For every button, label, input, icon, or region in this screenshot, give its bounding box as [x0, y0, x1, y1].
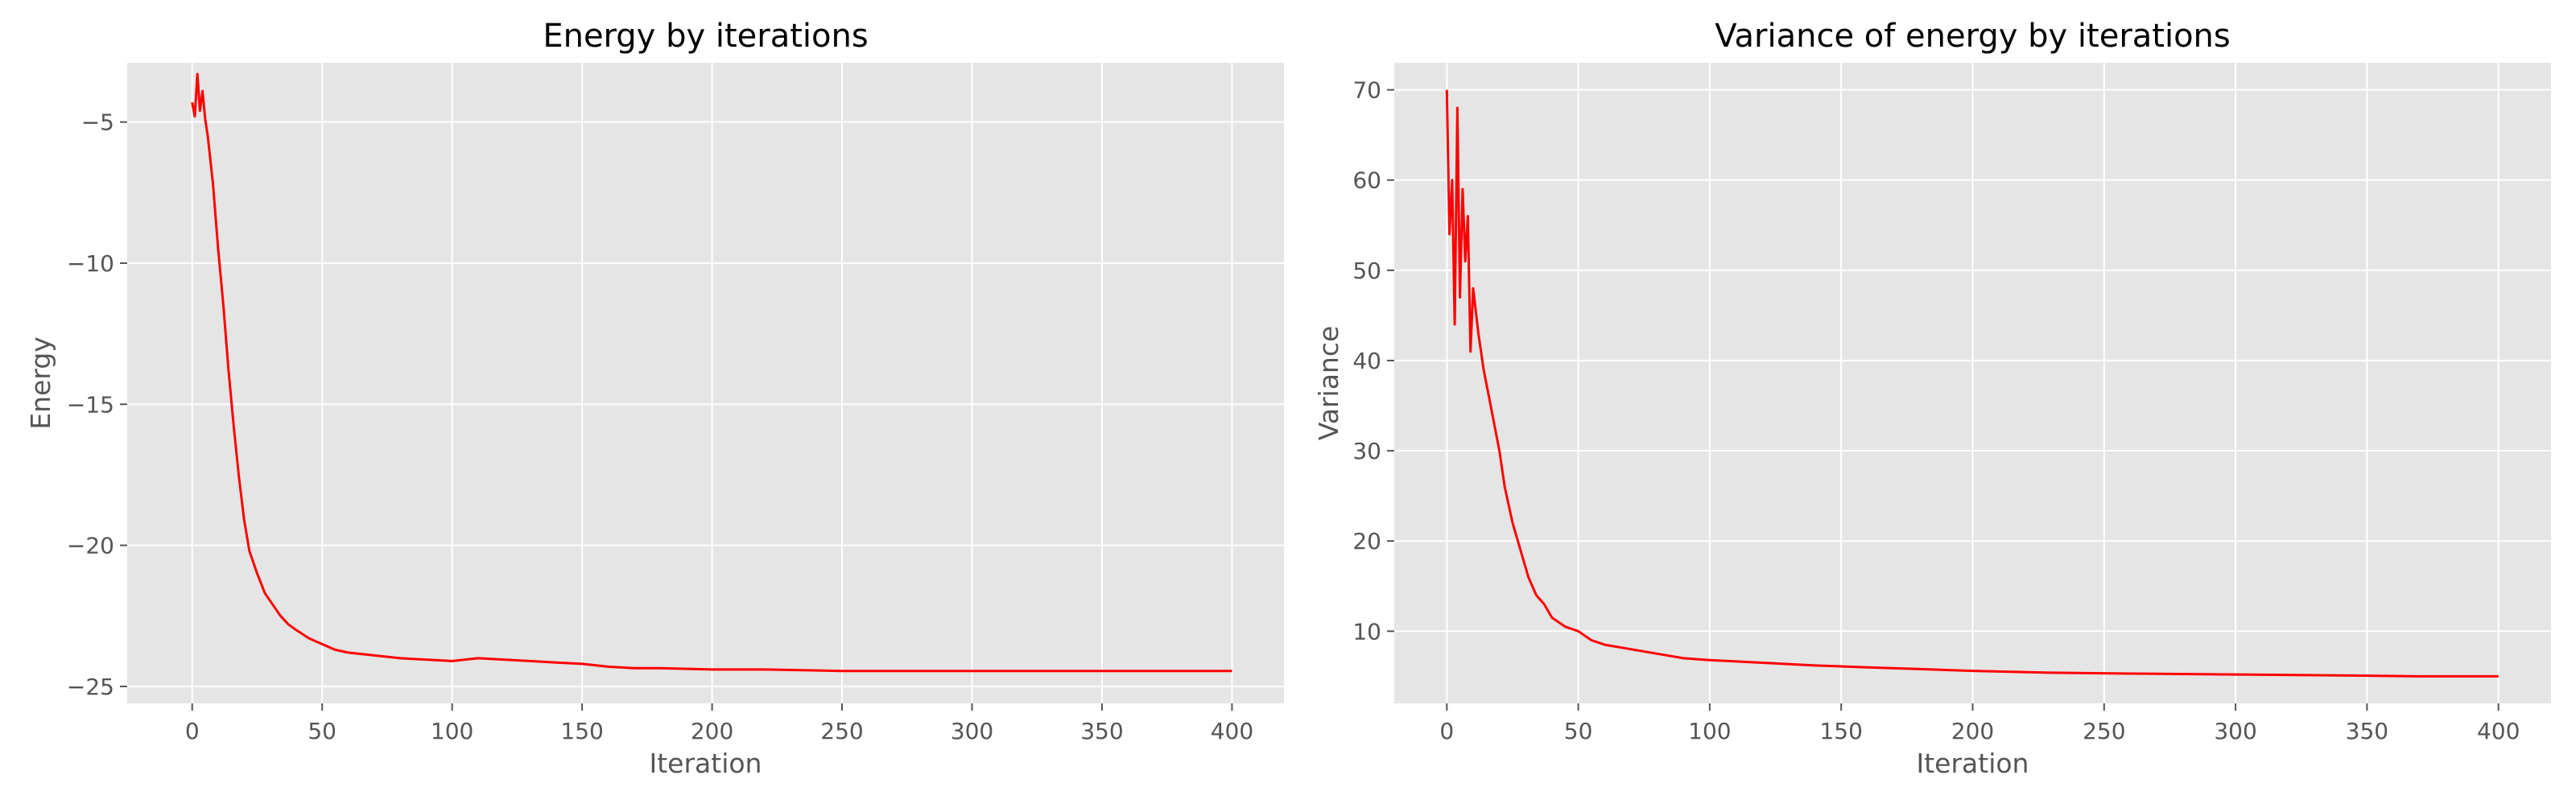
- y-tick-label: −20: [67, 533, 114, 559]
- plot-area: [127, 63, 1284, 703]
- x-tick-label: 250: [820, 718, 863, 744]
- chart-title: Energy by iterations: [543, 18, 868, 55]
- energy-chart: 0 50 100 150 200 250 300 350 400 −25 −20 −15 −10 −5 En…: [25, 18, 1284, 779]
- y-tick-label: 60: [1352, 167, 1381, 194]
- x-tick-label: 100: [1688, 718, 1731, 744]
- x-tick-label: 200: [1951, 718, 1994, 744]
- x-tick-label: 150: [560, 718, 603, 744]
- energy-chart-panel: 0 50 100 150 200 250 300 350 400 −25 −20 −15 −10 −5 En…: [0, 0, 1288, 805]
- series-line: [191, 72, 1232, 673]
- y-tick-label: 10: [1352, 618, 1381, 645]
- x-tick-label: 50: [308, 718, 336, 744]
- variance-chart: 0 50 100 150 200 250 300 350 400 10 20 30 40 50 60 70 Va…: [1313, 18, 2551, 779]
- x-tick-label: 400: [1211, 718, 1253, 744]
- y-tick-label: 40: [1352, 348, 1381, 374]
- x-axis-label: Iteration: [650, 748, 762, 779]
- x-tick-label: 300: [951, 718, 993, 744]
- y-tick-label: −25: [67, 674, 114, 700]
- variance-chart-panel: 0 50 100 150 200 250 300 350 400 10 20 30 40 50 60 70 Va…: [1288, 0, 2576, 805]
- chart-title: Variance of energy by iterations: [1715, 18, 2230, 55]
- y-tick-label: −10: [67, 250, 114, 277]
- x-tick-label: 300: [2214, 718, 2256, 744]
- x-axis-label: Iteration: [1917, 748, 2029, 779]
- x-tick-label: 0: [1439, 718, 1454, 744]
- x-tick-label: 100: [431, 718, 473, 744]
- y-tick-label: −15: [67, 391, 114, 418]
- y-axis-label: Energy: [25, 336, 56, 430]
- y-tick-label: 20: [1352, 528, 1381, 554]
- x-tick-label: 200: [691, 718, 733, 744]
- y-axis-label: Variance: [1313, 326, 1344, 441]
- x-tick-label: 350: [1080, 718, 1123, 744]
- x-tick-label: 350: [2346, 718, 2388, 744]
- x-tick-label: 400: [2477, 718, 2520, 744]
- y-tick-label: −5: [81, 109, 114, 136]
- y-tick-label: 70: [1352, 77, 1381, 104]
- series-line: [1445, 89, 2499, 678]
- x-tick-label: 250: [2083, 718, 2125, 744]
- y-tick-label: 30: [1352, 438, 1381, 464]
- x-tick-label: 0: [185, 718, 200, 744]
- x-tick-label: 150: [1819, 718, 1862, 744]
- x-tick-label: 50: [1564, 718, 1593, 744]
- y-tick-label: 50: [1352, 258, 1381, 284]
